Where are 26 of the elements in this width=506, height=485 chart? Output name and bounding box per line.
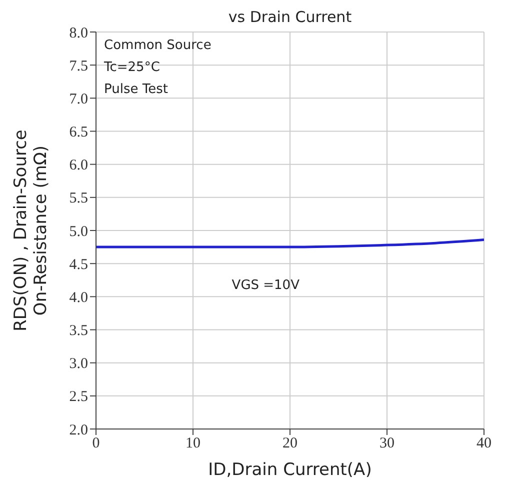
- y-tick-label: 4.5: [69, 256, 88, 273]
- x-tick-label: 40: [476, 436, 492, 452]
- y-tick-label: 3.5: [69, 323, 88, 340]
- annotation: Common Source: [104, 38, 212, 53]
- x-axis-title: ID,Drain Current(A): [208, 460, 372, 480]
- annotation: Pulse Test: [104, 82, 168, 97]
- y-tick-label: 8.0: [69, 25, 88, 42]
- x-tick-label: 30: [380, 436, 394, 452]
- chart-title: vs Drain Current: [228, 8, 352, 26]
- y-tick-label: 6.0: [69, 158, 88, 174]
- y-tick-label: 5.5: [69, 190, 88, 207]
- y-tick-label: 7.0: [69, 91, 88, 108]
- y-axis-title: RDS(ON) , Drain-Source On-Resistance (mΩ): [11, 130, 51, 332]
- y-tick-label: 6.5: [69, 124, 88, 141]
- y-tick-label: 7.5: [69, 58, 88, 74]
- line-series: [96, 238, 484, 248]
- x-tick-label: 20: [282, 436, 298, 452]
- y-tick-label: 4.0: [69, 290, 88, 306]
- y-tick-label: 3.0: [69, 356, 88, 372]
- annotation: Tc=25°C: [104, 60, 160, 75]
- y-tick-label: 2.0: [69, 422, 88, 438]
- y-tick-label: 5.0: [69, 224, 88, 240]
- x-tick-label: 10: [186, 436, 200, 452]
- y-tick-label: 2.5: [69, 389, 88, 406]
- x-tick-label: 0: [92, 436, 100, 452]
- annotation: VGS =10V: [232, 278, 300, 294]
